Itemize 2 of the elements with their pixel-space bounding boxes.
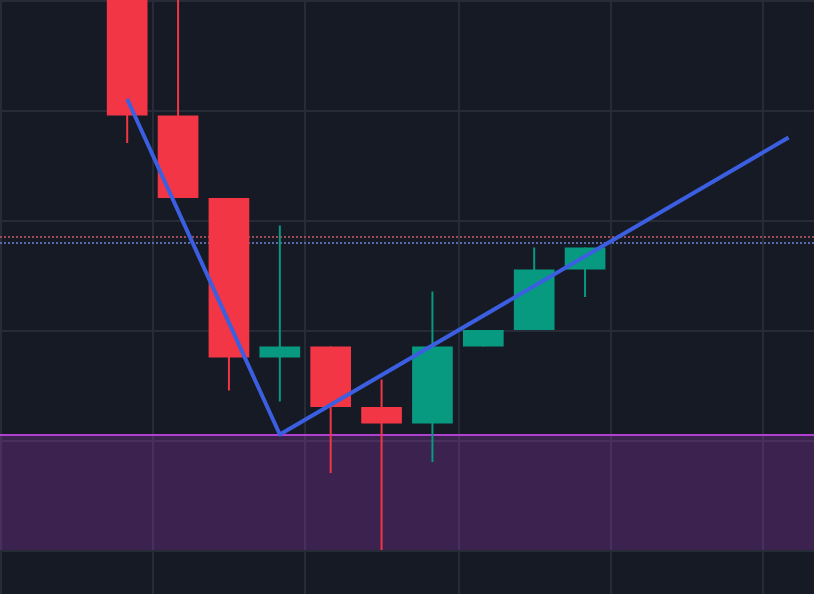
candlestick bbox=[361, 378, 402, 551]
candlestick bbox=[259, 224, 301, 403]
